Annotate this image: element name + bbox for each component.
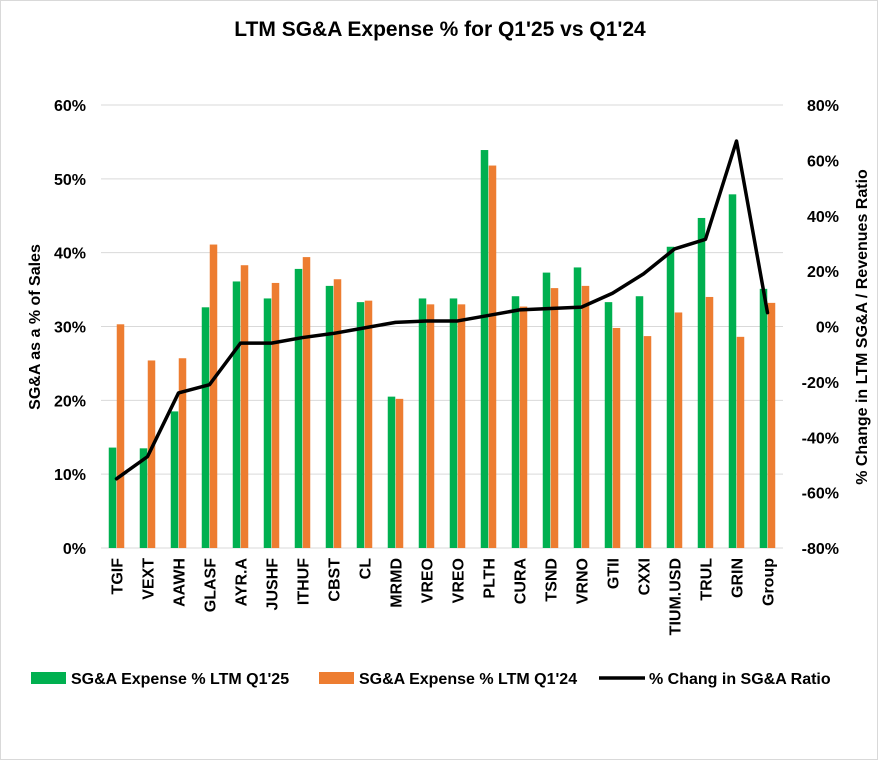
bar-q1-24 [271, 282, 280, 548]
bar-q1-25 [480, 150, 489, 548]
x-tick-label: CURA [513, 558, 530, 605]
bar-q1-25 [573, 267, 582, 548]
bar-q1-24 [364, 300, 373, 548]
x-tick-label: CXXI [637, 558, 654, 595]
bar-q1-25 [325, 285, 334, 548]
bar-q1-24 [519, 306, 528, 548]
bar-q1-25 [511, 296, 520, 548]
y-right-tick-label: -60% [802, 486, 839, 503]
bar-q1-24 [116, 324, 125, 548]
bar-q1-24 [178, 358, 187, 548]
bar-q1-24 [395, 398, 404, 548]
y-left-tick-label: 40% [54, 246, 86, 263]
x-tick-label: TSND [544, 558, 561, 602]
bar-q1-25 [666, 246, 675, 548]
x-tick-label: TGIF [110, 558, 127, 595]
y-right-tick-label: 0% [816, 320, 839, 337]
bar-q1-25 [263, 298, 272, 548]
x-tick-label: GRIN [730, 558, 747, 598]
x-tick-label: JUSHF [265, 558, 282, 611]
bar-q1-24 [457, 304, 466, 548]
bar-q1-24 [705, 296, 714, 548]
x-tick-label: PLTH [482, 558, 499, 599]
bar-q1-24 [302, 257, 311, 548]
legend-label: SG&A Expense % LTM Q1'25 [71, 671, 289, 688]
bar-q1-24 [550, 288, 559, 548]
y-right-tick-label: 80% [807, 98, 839, 115]
bar-q1-25 [697, 217, 706, 548]
legend-label: % Chang in SG&A Ratio [649, 671, 831, 688]
bar-q1-25 [728, 194, 737, 549]
bar-q1-24 [767, 302, 776, 548]
y-left-tick-label: 60% [54, 98, 86, 115]
bar-q1-24 [581, 285, 590, 548]
x-tick-label: VRNO [575, 558, 592, 604]
bar-q1-24 [488, 165, 497, 548]
bar-q1-24 [426, 304, 435, 548]
y-left-tick-label: 30% [54, 320, 86, 337]
x-tick-label: VREO [451, 558, 468, 603]
bar-q1-25 [418, 298, 427, 548]
x-tick-label: CL [358, 558, 375, 580]
y-right-tick-label: 20% [807, 264, 839, 281]
x-tick-label: VREO [420, 558, 437, 603]
x-tick-label: VEXT [141, 558, 158, 600]
bar-q1-25 [201, 307, 210, 548]
bar-q1-25 [387, 396, 396, 548]
bar-q1-24 [643, 336, 652, 548]
y-right-tick-label: -80% [802, 541, 839, 558]
y-left-tick-label: 20% [54, 393, 86, 410]
x-tick-label: GLASF [203, 558, 220, 612]
bar-q1-25 [294, 268, 303, 548]
bar-q1-25 [139, 448, 148, 548]
legend-label: SG&A Expense % LTM Q1'24 [359, 671, 577, 688]
bar-q1-24 [240, 265, 249, 548]
x-tick-label: ITHUF [296, 558, 313, 605]
y-left-tick-label: 50% [54, 172, 86, 189]
bar-q1-25 [759, 288, 768, 548]
x-tick-label: TRUL [699, 558, 716, 601]
x-tick-label: AYR.A [234, 558, 251, 607]
x-tick-label: AAWH [172, 558, 189, 607]
y-right-tick-label: 60% [807, 153, 839, 170]
bar-q1-25 [542, 272, 551, 548]
y-right-tick-label: -40% [802, 430, 839, 447]
y-right-tick-label: -20% [802, 375, 839, 392]
y-right-axis-title: % Change in LTM SG&A / Revenues Ratio [854, 169, 871, 485]
x-tick-label: GTII [606, 558, 623, 589]
bar-q1-25 [108, 447, 117, 548]
bar-q1-25 [170, 411, 179, 548]
bar-q1-24 [612, 327, 621, 548]
line-pct-change [114, 139, 770, 481]
bar-q1-25 [635, 296, 644, 548]
bar-q1-24 [674, 312, 683, 548]
y-left-axis-title: SG&A as a % of Sales [27, 244, 44, 410]
bar-q1-25 [356, 302, 365, 548]
x-tick-label: MRMD [389, 558, 406, 608]
bar-q1-24 [736, 336, 745, 548]
bar-q1-24 [147, 360, 156, 548]
bar-q1-24 [333, 279, 342, 548]
legend-swatch [31, 672, 66, 684]
chart-title: LTM SG&A Expense % for Q1'25 vs Q1'24 [234, 18, 646, 41]
y-left-tick-label: 10% [54, 467, 86, 484]
bar-q1-25 [604, 302, 613, 548]
bar-q1-24 [209, 244, 218, 549]
x-tick-label: CBST [327, 558, 344, 602]
x-tick-label: Group [761, 558, 778, 606]
bar-q1-25 [232, 281, 241, 548]
y-right-tick-label: 40% [807, 209, 839, 226]
bar-q1-25 [449, 298, 458, 548]
y-left-tick-label: 0% [63, 541, 86, 558]
legend-swatch [319, 672, 354, 684]
x-tick-label: TIUM.USD [668, 558, 685, 635]
